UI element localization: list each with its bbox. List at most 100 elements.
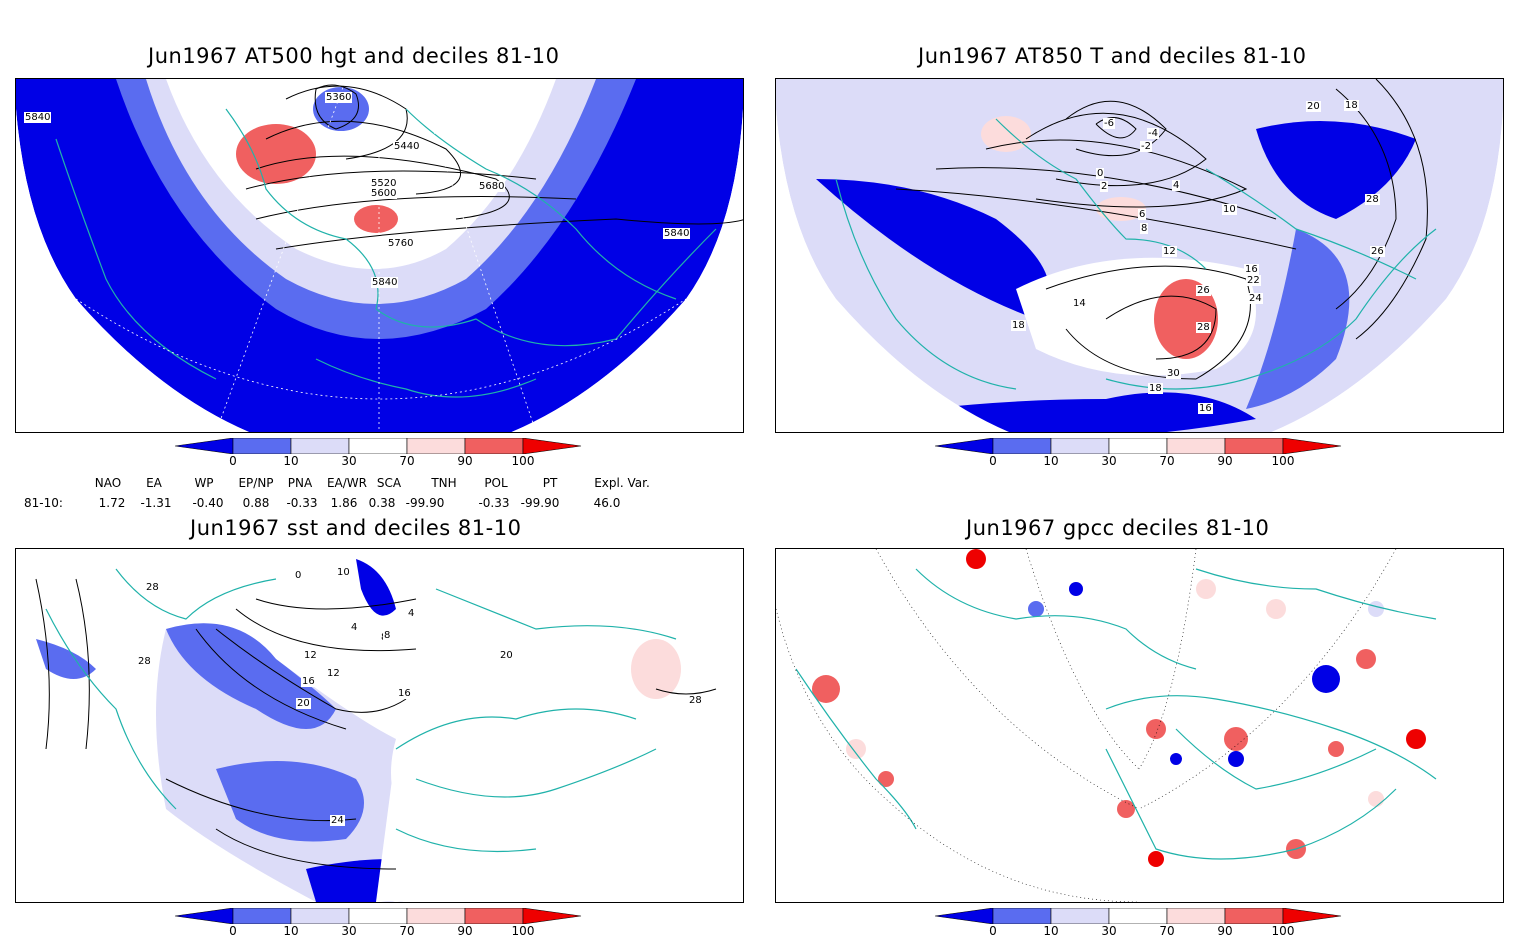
teleconn-value: 1.72 [98, 496, 126, 510]
contour-label: 5520 [370, 178, 398, 189]
colorbar-bottom-left: 0 10 30 70 90 100 [174, 907, 595, 948]
teleconn-name: EP/NP [238, 476, 274, 490]
teleconn-value: 0.38 [368, 496, 396, 510]
teleconn-value: 1.86 [330, 496, 358, 510]
colorbar-bottom-left-svg [174, 907, 582, 925]
contour-label: 5360 [325, 92, 353, 103]
contour-label: 20 [296, 698, 311, 709]
teleconn-value: -1.31 [140, 496, 172, 510]
contour-label: 6 [1138, 209, 1147, 220]
contour-label: 14 [1072, 298, 1087, 309]
teleconnection-table: 81-10: NAO 1.72 EA -1.31 WP -0.40 EP/NP … [0, 474, 700, 514]
contour-label: 12 [1162, 246, 1177, 257]
contour-label: 28 [137, 656, 152, 667]
teleconn-name: TNH [431, 476, 457, 490]
contour-label: 0 [294, 570, 303, 581]
contour-label: 30 [1166, 368, 1181, 379]
teleconn-value: -0.40 [192, 496, 224, 510]
contour-label: 16 [1244, 264, 1259, 275]
contour-label: 26 [1370, 246, 1385, 257]
contour-label: 18 [1344, 100, 1359, 111]
teleconn-name: EA/WR [326, 476, 368, 490]
colorbar-label: 90 [457, 924, 473, 938]
teleconn-value: -0.33 [478, 496, 510, 510]
colorbar-top-right-svg [934, 437, 1342, 455]
colorbar-label: 0 [229, 454, 237, 468]
contour-label: 2 [1100, 181, 1109, 192]
colorbar-label: 70 [1159, 924, 1175, 938]
colorbar-label: 0 [989, 454, 997, 468]
colorbar-label: 90 [1217, 454, 1233, 468]
map-t850 [775, 78, 1504, 433]
colorbar-bottom-right: 0 10 30 70 90 100 [934, 907, 1355, 948]
colorbar-label: 100 [1271, 924, 1295, 938]
contour-label: 5840 [24, 112, 52, 123]
contour-label: -2 [1140, 141, 1152, 152]
colorbar-top-right: 0 10 30 70 90 100 [934, 437, 1355, 478]
colorbar-label: 30 [341, 454, 357, 468]
contour-label: 10 [336, 567, 351, 578]
contour-label: 28 [1196, 322, 1211, 333]
contour-label: 4 [407, 608, 416, 619]
teleconn-name: POL [484, 476, 508, 490]
contour-label: 5840 [371, 277, 399, 288]
contour-label: 24 [330, 815, 345, 826]
contour-label: 5600 [370, 188, 398, 199]
contour-label: 26 [1196, 285, 1211, 296]
teleconn-value: -99.90 [520, 496, 560, 510]
colorbar-bottom-right-svg [934, 907, 1342, 925]
teleconn-name: EA [146, 476, 162, 490]
contour-label: 28 [688, 695, 703, 706]
contour-label: 4 [350, 622, 359, 633]
colorbar-label: 90 [1217, 924, 1233, 938]
contour-label: -4 [1147, 128, 1159, 139]
teleconn-name: PT [542, 476, 558, 490]
contour-label: 8 [383, 630, 392, 641]
contour-label: 16 [1198, 403, 1213, 414]
colorbar-top-left-svg [174, 437, 582, 455]
colorbar-label: 30 [1101, 924, 1117, 938]
contour-label: 0 [1096, 168, 1105, 179]
colorbar-label: 10 [1043, 924, 1059, 938]
colorbar-label: 10 [283, 924, 299, 938]
teleconn-row-label: 81-10: [24, 496, 63, 510]
contour-label: 20 [499, 650, 514, 661]
contour-label: 24 [1248, 293, 1263, 304]
map-t850-svg [776, 79, 1503, 432]
map-sst-svg [16, 549, 743, 902]
contour-label: 18 [1148, 383, 1163, 394]
teleconn-value: -99.90 [405, 496, 445, 510]
colorbar-label: 70 [1159, 454, 1175, 468]
colorbar-label: 100 [511, 924, 535, 938]
teleconn-name: PNA [287, 476, 313, 490]
colorbar-label: 70 [399, 454, 415, 468]
contour-label: 28 [145, 582, 160, 593]
contour-label: 18 [1011, 320, 1026, 331]
panel-title-sst: Jun1967 sst and deciles 81-10 [190, 516, 522, 540]
contour-label: 8 [1140, 223, 1149, 234]
map-gpcc-svg [776, 549, 1503, 902]
teleconn-value: -0.33 [286, 496, 318, 510]
map-hgt500-svg [16, 79, 743, 432]
colorbar-label: 0 [989, 924, 997, 938]
colorbar-label: 100 [511, 454, 535, 468]
panel-title-gpcc: Jun1967 gpcc deciles 81-10 [966, 516, 1270, 540]
teleconn-name: WP [194, 476, 214, 490]
contour-label: -6 [1103, 118, 1115, 129]
teleconn-name: Expl. Var. [594, 476, 650, 490]
colorbar-top-left: 0 10 30 70 90 100 [174, 437, 595, 478]
colorbar-label: 30 [341, 924, 357, 938]
colorbar-label: 70 [399, 924, 415, 938]
teleconn-name: SCA [376, 476, 402, 490]
colorbar-label: 30 [1101, 454, 1117, 468]
teleconn-value: 0.88 [242, 496, 270, 510]
panel-title-hgt500: Jun1967 AT500 hgt and deciles 81-10 [148, 44, 560, 68]
contour-label: 12 [326, 668, 341, 679]
map-sst [15, 548, 744, 903]
colorbar-label: 10 [1043, 454, 1059, 468]
contour-label: 16 [301, 676, 316, 687]
contour-label: 5840 [663, 228, 691, 239]
contour-label: 5760 [387, 238, 415, 249]
map-gpcc [775, 548, 1504, 903]
contour-label: 12 [303, 650, 318, 661]
